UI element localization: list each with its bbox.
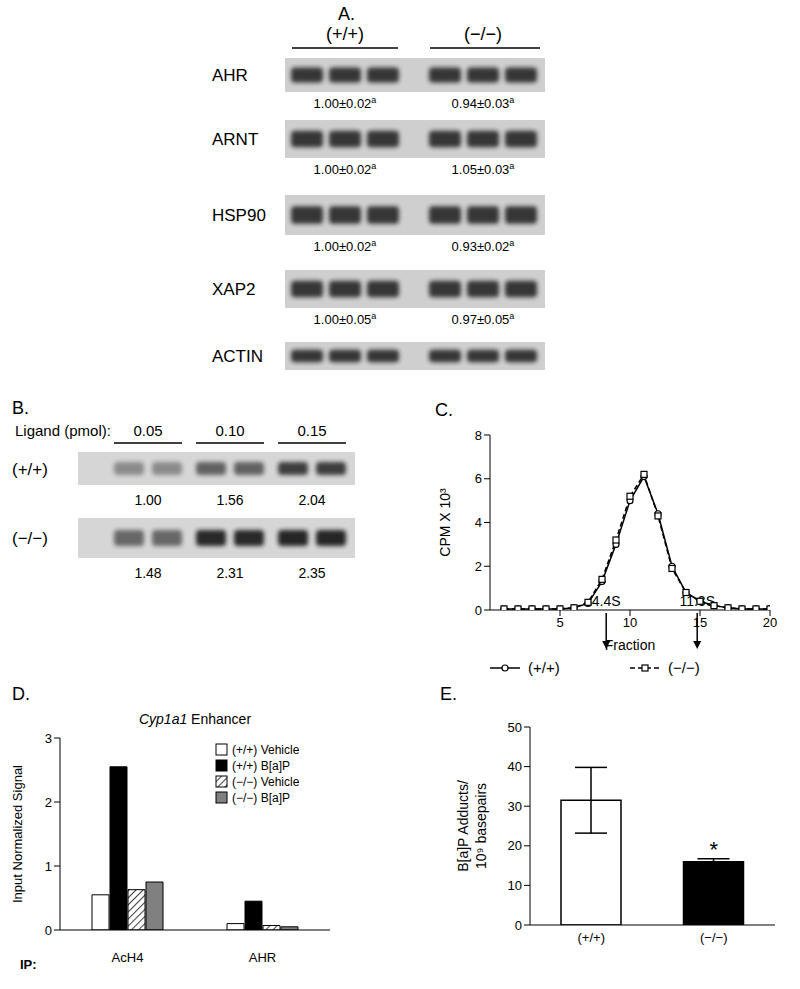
svg-text:AHR: AHR — [212, 66, 248, 85]
svg-text:Cyp1a1 Enhancer: Cyp1a1 Enhancer — [139, 711, 251, 727]
svg-text:20: 20 — [508, 838, 522, 853]
svg-text:4: 4 — [475, 515, 482, 530]
svg-text:1.00: 1.00 — [134, 492, 161, 508]
svg-text:C.: C. — [435, 400, 453, 420]
svg-text:B[a]P Adducts/10⁹ basepairs: B[a]P Adducts/10⁹ basepairs — [455, 780, 489, 872]
svg-text:50: 50 — [508, 720, 522, 735]
svg-text:4.4S: 4.4S — [592, 593, 621, 609]
svg-text:A.: A. — [338, 4, 355, 24]
svg-text:0: 0 — [475, 603, 482, 618]
svg-text:AHR: AHR — [249, 950, 276, 965]
svg-text:8: 8 — [475, 428, 482, 443]
svg-text:5: 5 — [556, 615, 563, 630]
svg-text:40: 40 — [508, 759, 522, 774]
svg-text:AcH4: AcH4 — [112, 950, 144, 965]
svg-text:2: 2 — [45, 795, 52, 810]
svg-text:(−/−) Vehicle: (−/−) Vehicle — [232, 775, 300, 789]
svg-text:10: 10 — [508, 878, 522, 893]
svg-text:(−/−): (−/−) — [464, 24, 502, 44]
svg-text:(−/−): (−/−) — [668, 659, 700, 676]
svg-text:(−/−) B[a]P: (−/−) B[a]P — [232, 791, 290, 805]
svg-text:(+/+): (+/+) — [326, 24, 364, 44]
svg-text:0.15: 0.15 — [297, 422, 326, 439]
svg-text:2.04: 2.04 — [298, 492, 325, 508]
svg-text:3: 3 — [45, 731, 52, 746]
svg-text:0: 0 — [45, 923, 52, 938]
svg-text:1.56: 1.56 — [216, 492, 243, 508]
svg-text:1: 1 — [45, 859, 52, 874]
svg-text:D.: D. — [12, 684, 30, 704]
svg-text:(+/+): (+/+) — [528, 659, 560, 676]
svg-text:1.00±0.02a: 1.00±0.02a — [314, 95, 377, 111]
svg-text:1.00±0.02a: 1.00±0.02a — [314, 161, 377, 177]
svg-text:*: * — [709, 837, 718, 862]
svg-text:(+/+) Vehicle: (+/+) Vehicle — [232, 743, 300, 757]
svg-text:1.05±0.03a: 1.05±0.03a — [452, 161, 515, 177]
svg-text:E.: E. — [440, 684, 457, 704]
svg-text:HSP90: HSP90 — [212, 206, 266, 225]
svg-text:(+/+): (+/+) — [12, 460, 48, 479]
svg-text:ACTIN: ACTIN — [212, 347, 263, 366]
svg-text:15: 15 — [693, 615, 707, 630]
svg-text:0: 0 — [515, 918, 522, 933]
svg-text:(−/−): (−/−) — [12, 529, 48, 548]
svg-text:11.3S: 11.3S — [679, 593, 715, 609]
svg-text:2: 2 — [475, 559, 482, 574]
svg-text:0.10: 0.10 — [215, 422, 244, 439]
svg-text:IP:: IP: — [20, 957, 37, 972]
svg-text:Ligand (pmol):: Ligand (pmol): — [15, 422, 111, 439]
svg-text:2.35: 2.35 — [298, 565, 325, 581]
svg-text:CPM X 10³: CPM X 10³ — [437, 488, 453, 557]
svg-text:0.94±0.03a: 0.94±0.03a — [452, 95, 515, 111]
svg-text:0.97±0.05a: 0.97±0.05a — [452, 311, 515, 327]
svg-text:1.48: 1.48 — [134, 565, 161, 581]
svg-text:(+/+): (+/+) — [578, 930, 605, 945]
svg-text:0.93±0.02a: 0.93±0.02a — [452, 238, 515, 254]
svg-text:0.05: 0.05 — [133, 422, 162, 439]
svg-text:(+/+) B[a]P: (+/+) B[a]P — [232, 759, 290, 773]
svg-text:ARNT: ARNT — [212, 130, 258, 149]
svg-text:Fraction: Fraction — [605, 637, 656, 653]
svg-text:20: 20 — [763, 615, 777, 630]
svg-text:(−/−): (−/−) — [700, 930, 727, 945]
svg-text:Input Normalized Signal: Input Normalized Signal — [10, 765, 25, 903]
svg-text:XAP2: XAP2 — [212, 280, 255, 299]
svg-text:1.00±0.05a: 1.00±0.05a — [314, 311, 377, 327]
svg-text:10: 10 — [623, 615, 637, 630]
svg-text:2.31: 2.31 — [216, 565, 243, 581]
svg-text:1.00±0.02a: 1.00±0.02a — [314, 238, 377, 254]
svg-text:6: 6 — [475, 471, 482, 486]
svg-text:30: 30 — [508, 799, 522, 814]
svg-text:B.: B. — [12, 398, 29, 418]
